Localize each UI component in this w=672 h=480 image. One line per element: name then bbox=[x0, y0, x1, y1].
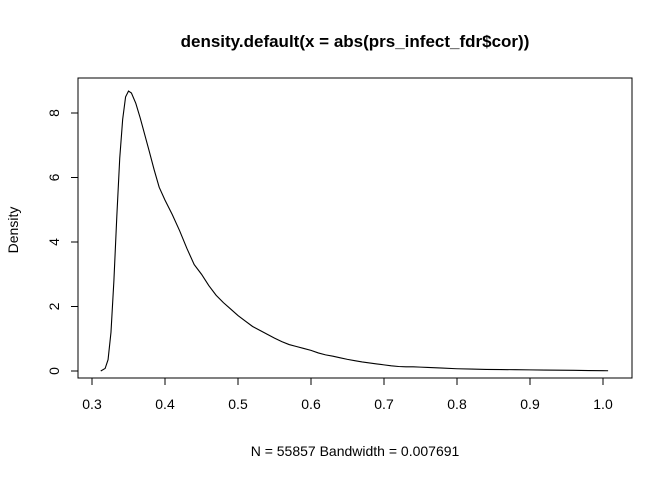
density-curve bbox=[100, 90, 609, 372]
x-tick-label: 0.3 bbox=[82, 396, 102, 412]
plot-frame bbox=[77, 77, 633, 379]
x-tick-label: 0.9 bbox=[520, 396, 540, 412]
y-tick-label: 2 bbox=[46, 302, 62, 310]
x-axis: 0.3 0.4 0.5 0.6 0.7 0.8 0.9 1.0 bbox=[82, 377, 613, 412]
y-tick-label: 6 bbox=[46, 173, 62, 181]
x-tick-label: 0.5 bbox=[228, 396, 248, 412]
x-tick-label: 1.0 bbox=[593, 396, 613, 412]
x-tick-label: 0.4 bbox=[155, 396, 175, 412]
y-tick-label: 0 bbox=[46, 367, 62, 375]
y-axis: 0 2 4 6 8 bbox=[46, 109, 79, 375]
chart-title: density.default(x = abs(prs_infect_fdr$c… bbox=[181, 32, 530, 51]
x-tick-label: 0.6 bbox=[301, 396, 321, 412]
y-tick-label: 4 bbox=[46, 238, 62, 246]
y-tick-label: 8 bbox=[46, 109, 62, 117]
x-axis-label: N = 55857 Bandwidth = 0.007691 bbox=[251, 443, 460, 459]
y-axis-label: Density bbox=[5, 207, 21, 254]
x-tick-label: 0.8 bbox=[447, 396, 467, 412]
x-tick-label: 0.7 bbox=[374, 396, 394, 412]
